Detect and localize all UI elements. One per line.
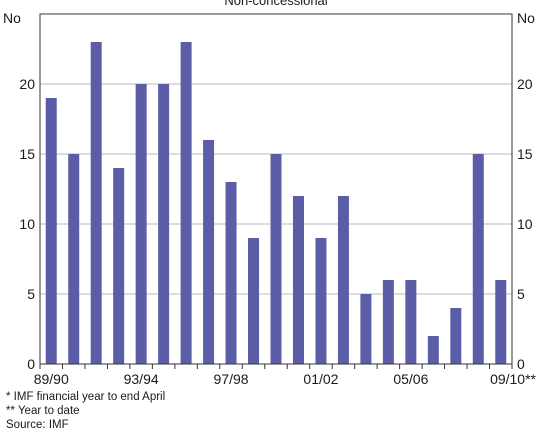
y-tick-label-right: 20 (517, 76, 533, 92)
y-tick-label-right: 10 (517, 216, 533, 232)
y-unit-left: No (3, 10, 21, 26)
source-note: Source: IMF (6, 419, 69, 431)
plot-frame (39, 13, 513, 365)
bar (135, 84, 147, 364)
bar (315, 238, 327, 364)
bar (225, 182, 237, 364)
x-tick-label: 93/94 (124, 371, 159, 387)
bar (180, 42, 192, 364)
ticks: 0 0 5 5 10 10 15 15 20 20 89/90 93/94 97/98 01/02 05/0… (19, 76, 536, 387)
bar (427, 336, 439, 364)
y-tick-label-right: 5 (517, 286, 525, 302)
y-tick-label-left: 0 (27, 356, 35, 372)
bar (68, 154, 80, 364)
bar (158, 84, 170, 364)
bar (360, 294, 372, 364)
bar (337, 196, 349, 364)
y-tick-label-right: 15 (517, 146, 533, 162)
x-tick-label: 09/10** (490, 371, 536, 387)
bar (113, 168, 125, 364)
y-tick-label-right: 0 (517, 356, 525, 372)
footnote-year-to-date: ** Year to date (6, 405, 80, 417)
bar (248, 238, 260, 364)
bar (450, 308, 462, 364)
bar (45, 98, 57, 364)
bar (270, 154, 282, 364)
bar (90, 42, 102, 364)
y-unit-right: No (517, 10, 535, 26)
y-tick-label-left: 10 (19, 216, 35, 232)
bar (495, 280, 507, 364)
x-tick-label: 97/98 (214, 371, 249, 387)
bar (292, 196, 304, 364)
y-tick-label-left: 20 (19, 76, 35, 92)
x-tick-label: 05/06 (393, 371, 428, 387)
bars (45, 42, 507, 364)
footnote-financial-year: * IMF financial year to end April (6, 391, 166, 403)
bar (382, 280, 394, 364)
x-tick-label: 89/90 (34, 371, 69, 387)
bar (203, 140, 215, 364)
chart-title: Non-concessional (224, 0, 327, 8)
y-tick-label-left: 15 (19, 146, 35, 162)
y-tick-label-left: 5 (27, 286, 35, 302)
bar (472, 154, 484, 364)
x-tick-label: 01/02 (303, 371, 338, 387)
bar (405, 280, 417, 364)
